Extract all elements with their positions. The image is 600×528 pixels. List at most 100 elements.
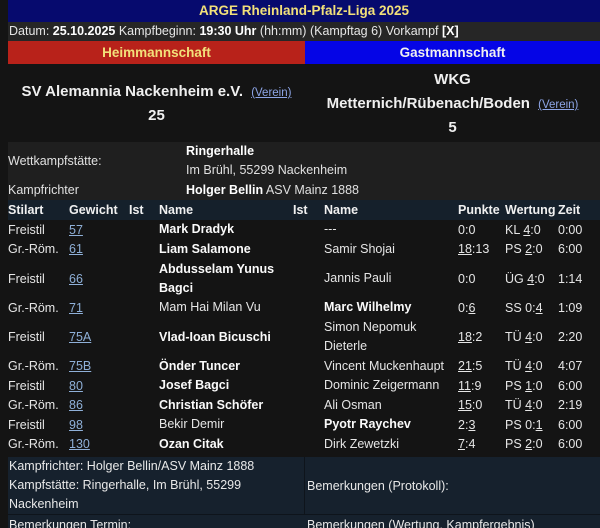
weight-class-link[interactable]: 71 xyxy=(69,300,83,315)
style-cell: Freistil xyxy=(8,271,45,286)
time-cell: 6:00 xyxy=(558,417,583,432)
guest-team: WKG Metternich/Rübenach/Boden (Verein) 5 xyxy=(305,64,600,142)
start-time: 19:30 Uhr xyxy=(199,24,257,38)
footer-details: Kampfrichter: Holger Bellin/ASV Mainz 18… xyxy=(8,457,600,514)
ist-guest-cell xyxy=(293,415,324,435)
guest-wrestler: Marc Wilhelmy xyxy=(324,300,412,315)
ist-guest-cell xyxy=(293,298,324,318)
footer-venue-line2: Nackenheim xyxy=(9,497,79,511)
ist-guest-cell xyxy=(293,318,324,357)
guest-team-name-line1: WKG xyxy=(434,71,471,88)
time-cell: 2:20 xyxy=(558,330,583,344)
home-team-name: SV Alemannia Nackenheim e.V. xyxy=(21,83,244,100)
result-cell: TÜ 4:0 xyxy=(505,330,543,344)
bouts-table: Stilart Gewicht Ist Name Ist Name Punkte… xyxy=(8,200,600,454)
style-cell: Gr.-Röm. xyxy=(8,242,59,257)
table-row: Gr.-Röm. 86 Christian Schöfer Ali Osman … xyxy=(8,396,600,416)
ist-home-cell xyxy=(129,298,159,318)
weight-class-link[interactable]: 86 xyxy=(69,398,83,413)
ist-home-cell xyxy=(129,415,159,435)
home-wrestler: Liam Salamone xyxy=(159,241,251,256)
ist-home-cell xyxy=(129,259,159,298)
ist-guest-cell xyxy=(293,220,324,240)
weight-class-link[interactable]: 75A xyxy=(69,330,92,344)
col-zeit: Zeit xyxy=(558,200,600,220)
ist-guest-cell xyxy=(293,357,324,377)
venue-address: Im Brühl, 55299 Nackenheim xyxy=(186,163,348,177)
style-cell: Freistil xyxy=(8,330,45,344)
ist-home-cell xyxy=(129,220,159,240)
guest-club-link[interactable]: (Verein) xyxy=(538,99,579,111)
guest-wrestler: Jannis Pauli xyxy=(324,271,392,285)
remarks-protocol: Bemerkungen (Protokoll): xyxy=(307,478,449,493)
col-name-home: Name xyxy=(159,200,293,220)
style-cell: Freistil xyxy=(8,378,45,393)
table-row: Gr.-Röm. 61 Liam Salamone Samir Shojai 1… xyxy=(8,240,600,260)
home-wrestler: Abdusselam Yunus Bagci xyxy=(159,261,275,295)
style-cell: Gr.-Röm. xyxy=(8,437,59,452)
weight-class-link[interactable]: 61 xyxy=(69,242,83,257)
points-cell: 18:13 xyxy=(458,242,490,257)
points-cell: 0:0 xyxy=(458,271,476,286)
date-value: 25.10.2025 xyxy=(52,24,116,38)
guest-wrestler: Simon Nepomuk Dieterle xyxy=(324,320,417,353)
col-punkte: Punkte xyxy=(458,200,505,220)
weight-class-link[interactable]: 98 xyxy=(69,417,83,432)
weight-class-link[interactable]: 57 xyxy=(69,222,83,237)
ist-home-cell xyxy=(129,240,159,260)
time-cell: 1:09 xyxy=(558,300,583,315)
result-cell: PS 2:0 xyxy=(505,242,543,257)
home-wrestler: Bekir Demir xyxy=(159,417,225,432)
home-wrestler: Mark Dradyk xyxy=(159,222,235,237)
home-wrestler: Vlad-Ioan Bicuschi xyxy=(159,329,271,344)
date-label: Datum: xyxy=(9,24,50,38)
home-wrestler: Önder Tuncer xyxy=(159,358,241,373)
time-cell: 4:07 xyxy=(558,359,583,374)
ist-guest-cell xyxy=(293,376,324,396)
weight-class-link[interactable]: 80 xyxy=(69,378,83,393)
col-name-guest: Name xyxy=(324,200,458,220)
time-cell: 6:00 xyxy=(558,242,583,257)
teams-section: SV Alemannia Nackenheim e.V. (Verein) 25… xyxy=(8,64,600,142)
weight-class-link[interactable]: 75B xyxy=(69,359,92,374)
home-club-link[interactable]: (Verein) xyxy=(251,87,292,99)
result-cell: KL 4:0 xyxy=(505,222,541,237)
home-wrestler: Ozan Citak xyxy=(159,436,224,451)
venue-label: Wettkampfstätte: xyxy=(8,154,102,168)
weight-class-link[interactable]: 66 xyxy=(69,271,83,286)
matchday: (Kampftag 6) xyxy=(309,24,383,38)
guest-team-name-line2: Metternich/Rübenach/Boden xyxy=(326,95,530,112)
guest-wrestler: --- xyxy=(324,222,337,237)
result-cell: PS 2:0 xyxy=(505,437,543,452)
style-cell: Gr.-Röm. xyxy=(8,398,59,413)
ist-guest-cell xyxy=(293,259,324,298)
table-row: Freistil 75A Vlad-Ioan Bicuschi Simon Ne… xyxy=(8,318,600,357)
remarks-result: Bemerkungen (Wertung, Kampfergebnis) xyxy=(307,518,535,528)
ist-guest-cell xyxy=(293,396,324,416)
home-wrestler: Josef Bagci xyxy=(159,378,230,393)
guest-wrestler: Dominic Zeigermann xyxy=(324,378,440,393)
league-title: ARGE Rheinland-Pfalz-Liga 2025 xyxy=(8,0,600,22)
referee-label: Kampfrichter xyxy=(8,183,79,197)
table-row: Freistil 57 Mark Dradyk --- 0:0 KL 4:0 0… xyxy=(8,220,600,240)
ist-home-cell xyxy=(129,376,159,396)
ist-guest-cell xyxy=(293,435,324,455)
time-cell: 6:00 xyxy=(558,378,583,393)
referee-club: ASV Mainz 1888 xyxy=(265,183,359,197)
home-team: SV Alemannia Nackenheim e.V. (Verein) 25 xyxy=(8,64,305,142)
footer-referee: Kampfrichter: Holger Bellin/ASV Mainz 18… xyxy=(9,459,255,473)
footer-remarks: Bemerkungen Termin: Bemerkungen (Wertung… xyxy=(8,514,600,528)
weight-class-link[interactable]: 130 xyxy=(69,437,90,452)
style-cell: Gr.-Röm. xyxy=(8,359,59,374)
points-cell: 7:4 xyxy=(458,437,476,452)
home-wrestler: Christian Schöfer xyxy=(159,397,264,412)
footer-venue-line1: Kampfstätte: Ringerhalle, Im Brühl, 5529… xyxy=(9,478,242,492)
prelim-label: Vorkampf xyxy=(385,24,439,38)
result-cell: TÜ 4:0 xyxy=(505,359,543,374)
start-label: Kampfbeginn: xyxy=(118,24,196,38)
points-cell: 0:6 xyxy=(458,300,476,315)
table-row: Freistil 98 Bekir Demir Pyotr Raychev 2:… xyxy=(8,415,600,435)
match-date-row: Datum: 25.10.2025 Kampfbeginn: 19:30 Uhr… xyxy=(8,22,600,41)
col-stilart: Stilart xyxy=(8,200,69,220)
team-header-bar: Heimmannschaft Gastmannschaft xyxy=(8,41,600,64)
